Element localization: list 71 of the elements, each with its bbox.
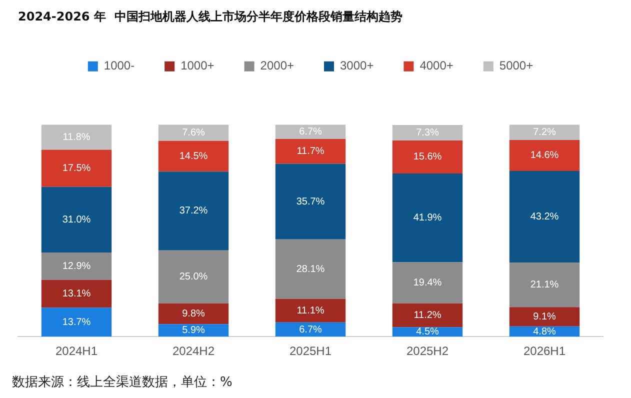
legend-label: 4000+ bbox=[420, 58, 454, 73]
legend-label: 5000+ bbox=[499, 58, 534, 73]
bar bbox=[41, 150, 112, 187]
data-label: 5.9% bbox=[182, 325, 206, 336]
legend-label: 2000+ bbox=[260, 58, 294, 73]
bar bbox=[41, 308, 112, 337]
bar bbox=[275, 322, 346, 337]
bar bbox=[158, 250, 229, 304]
x-tick-label: 2025H2 bbox=[406, 344, 449, 358]
x-tick-label: 2025H1 bbox=[289, 344, 332, 358]
data-label: 4.8% bbox=[533, 326, 556, 338]
bar bbox=[158, 303, 229, 324]
data-label: 17.5% bbox=[62, 163, 91, 174]
bar bbox=[41, 186, 112, 252]
data-label: 7.2% bbox=[533, 127, 556, 138]
data-label: 15.6% bbox=[413, 152, 442, 163]
legend-label: 1000+ bbox=[180, 58, 214, 73]
data-label: 41.9% bbox=[413, 212, 442, 224]
data-label: 35.7% bbox=[296, 196, 325, 208]
data-label: 6.7% bbox=[299, 126, 322, 138]
source-note: 数据来源：线上全渠道数据，单位：% bbox=[12, 374, 232, 390]
data-label: 11.8% bbox=[62, 132, 90, 144]
bar bbox=[509, 124, 580, 140]
data-label: 21.1% bbox=[530, 280, 559, 291]
x-tick-label: 2024H1 bbox=[55, 344, 98, 358]
data-label: 28.1% bbox=[296, 264, 325, 275]
bar bbox=[158, 324, 229, 337]
data-label: 9.1% bbox=[533, 312, 556, 323]
data-label: 37.2% bbox=[179, 206, 208, 217]
legend-label: 3000+ bbox=[340, 58, 374, 73]
bar bbox=[392, 140, 463, 174]
bar bbox=[275, 124, 346, 139]
data-label: 7.6% bbox=[182, 128, 206, 139]
bar bbox=[158, 172, 229, 250]
bar bbox=[41, 252, 112, 280]
data-label: 11.2% bbox=[414, 310, 442, 321]
bar bbox=[275, 164, 346, 240]
data-label: 13.7% bbox=[62, 316, 91, 328]
bar bbox=[41, 280, 112, 308]
data-label: 13.1% bbox=[62, 288, 91, 300]
data-label: 11.7% bbox=[296, 146, 324, 158]
bar bbox=[158, 140, 229, 172]
bar bbox=[509, 140, 580, 171]
data-label: 43.2% bbox=[530, 211, 559, 222]
bar bbox=[41, 124, 112, 150]
data-label: 4.5% bbox=[416, 326, 440, 338]
data-label: 9.8% bbox=[182, 308, 206, 320]
data-label: 11.1% bbox=[296, 305, 324, 316]
data-label: 14.5% bbox=[179, 150, 208, 162]
bar bbox=[158, 124, 229, 141]
data-label: 6.7% bbox=[299, 324, 322, 336]
bar bbox=[392, 173, 463, 262]
data-label: 31.0% bbox=[62, 214, 91, 226]
x-tick-label: 2026H1 bbox=[523, 344, 566, 358]
bar bbox=[392, 262, 463, 304]
bar bbox=[275, 298, 346, 322]
bar bbox=[275, 239, 346, 299]
bar bbox=[509, 307, 580, 326]
data-label: 19.4% bbox=[413, 278, 442, 289]
data-label: 7.3% bbox=[416, 127, 440, 138]
data-label: 14.6% bbox=[530, 150, 559, 162]
bar bbox=[392, 303, 463, 328]
data-label: 12.9% bbox=[62, 260, 91, 272]
bar bbox=[509, 262, 580, 308]
bar bbox=[392, 124, 463, 140]
bar bbox=[509, 170, 580, 262]
chart-title: 2024-2026 年 中国扫地机器人线上市场分半年度价格段销量结构趋势 bbox=[18, 9, 402, 24]
x-tick-label: 2024H2 bbox=[172, 344, 215, 358]
bar bbox=[275, 138, 346, 164]
legend-label: 1000- bbox=[104, 58, 135, 73]
data-label: 25.0% bbox=[179, 272, 208, 283]
